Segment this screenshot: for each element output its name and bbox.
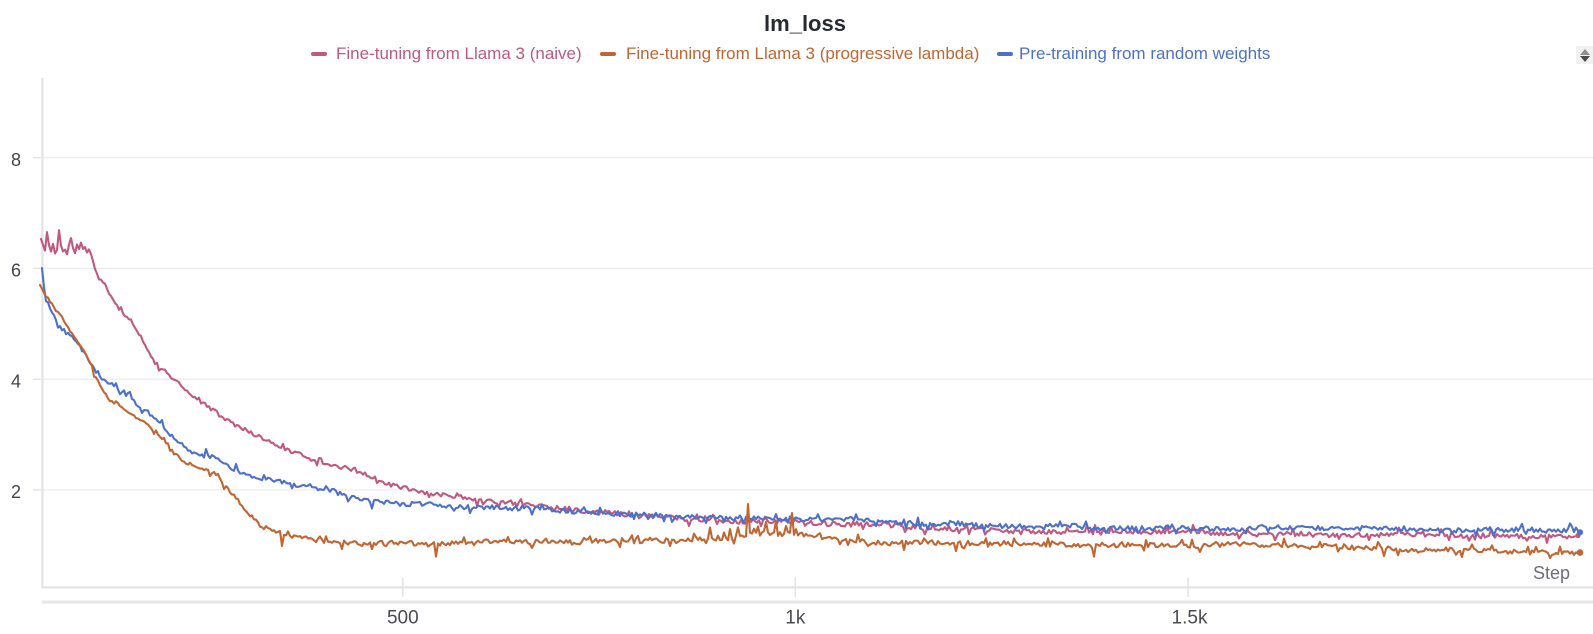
svg-text:6: 6 <box>11 261 21 281</box>
svg-text:1.5k: 1.5k <box>1172 608 1208 629</box>
svg-text:Step: Step <box>1533 563 1570 583</box>
svg-text:500: 500 <box>387 608 419 629</box>
svg-text:4: 4 <box>11 371 21 391</box>
svg-text:2: 2 <box>11 482 21 502</box>
svg-text:1k: 1k <box>785 608 806 629</box>
svg-text:8: 8 <box>11 150 21 170</box>
